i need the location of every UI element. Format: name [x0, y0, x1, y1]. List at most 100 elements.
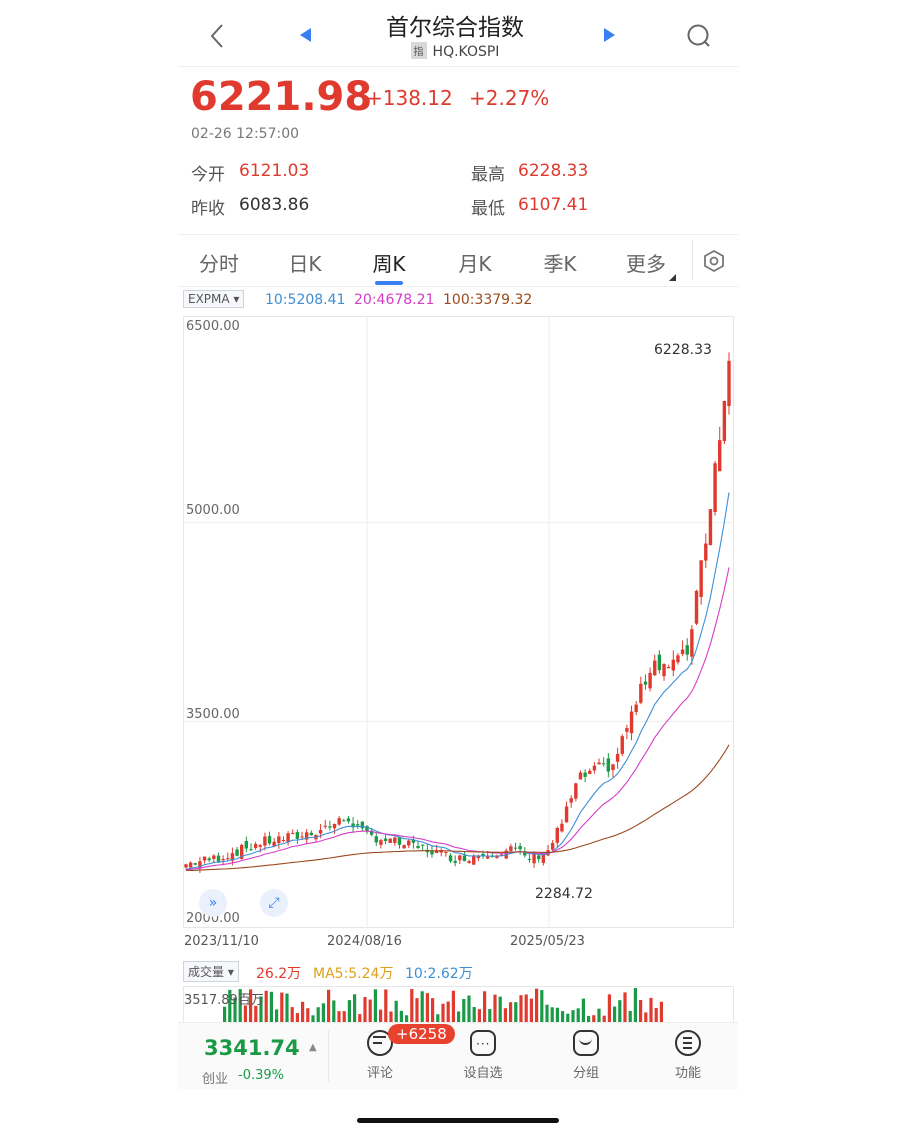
candle-body-36: [351, 823, 355, 828]
candle-body-2: [193, 863, 197, 865]
candle-body-112: [704, 543, 708, 561]
candle-body-65: [485, 856, 490, 859]
tab-quarterly-k[interactable]: 季K: [543, 252, 577, 276]
tab-more[interactable]: 更多: [626, 252, 666, 276]
candle-body-56: [444, 851, 448, 853]
volume-bar-78: [628, 1010, 632, 1022]
volume-indicator-select[interactable]: 成交量 ▾: [183, 961, 239, 982]
high-value: 6228.33: [518, 161, 589, 181]
candle-body-47: [402, 845, 406, 849]
volume-bar-61: [540, 990, 544, 1022]
current-price: 6221.98: [190, 74, 373, 120]
functions-label: 功能: [674, 1066, 701, 1081]
functions-button[interactable]: 功能: [658, 1030, 718, 1081]
indicator-select[interactable]: EXPMA ▾: [183, 290, 245, 308]
volume-ma5: MA5:5.24万: [313, 966, 394, 982]
expand-icon[interactable]: »: [199, 889, 227, 917]
volume-bar-27: [363, 996, 367, 1022]
bottom-nav: [178, 1022, 738, 1089]
reset-zoom-icon[interactable]: ⤢: [260, 889, 288, 917]
settings-icon[interactable]: [702, 249, 726, 277]
menu-list-icon: [675, 1030, 701, 1056]
candle-body-84: [574, 783, 578, 799]
volume-bar-20: [327, 989, 331, 1022]
more-dots-icon: ···: [470, 1030, 496, 1056]
candle-body-39: [365, 826, 369, 832]
candle-body-62: [472, 855, 476, 865]
candle-body-24: [295, 832, 300, 839]
candle-body-30: [323, 825, 327, 827]
candle-body-44: [388, 838, 392, 843]
x-label-1: 2023/11/10: [184, 934, 259, 949]
volume-bar-41: [436, 1014, 440, 1022]
next-stock-icon[interactable]: [602, 27, 616, 47]
back-icon[interactable]: [206, 22, 228, 50]
volume-bar-81: [644, 1012, 648, 1022]
candle-body-72: [518, 846, 522, 850]
candle-body-107: [680, 649, 685, 655]
volume-bar-37: [415, 998, 419, 1022]
volume-bar-83: [654, 1007, 658, 1022]
tab-daily-k[interactable]: 日K: [288, 252, 322, 276]
candle-body-92: [611, 764, 615, 771]
candle-body-82: [564, 806, 569, 823]
volume-bar-17: [311, 1015, 315, 1022]
volume-bar-72: [597, 1008, 601, 1022]
volume-bar-56: [514, 1002, 518, 1022]
volume-bar-29: [373, 989, 377, 1022]
volume-bar-42: [441, 1003, 445, 1022]
volume-name: 成交量: [188, 965, 225, 979]
add-watchlist-button[interactable]: ··· 设自选: [453, 1030, 513, 1081]
tab-weekly-k[interactable]: 周K: [372, 252, 406, 276]
candle-body-45: [393, 837, 397, 843]
previous-stock-icon[interactable]: [299, 27, 313, 47]
y-label-3500: 3500.00: [186, 707, 240, 722]
candle-body-58: [453, 860, 457, 863]
nav-divider: [328, 1030, 329, 1082]
volume-bar-79: [633, 988, 637, 1022]
chart-frame: [183, 316, 734, 928]
volume-y-label: 3517.89百万: [184, 993, 264, 1008]
candle-body-26: [304, 832, 309, 840]
candle-body-113: [708, 509, 713, 546]
volume-bar-84: [659, 1001, 663, 1022]
candle-body-64: [481, 853, 485, 856]
volume-bar-74: [607, 994, 611, 1022]
candle-body-100: [648, 672, 652, 689]
price-change-percent: +2.27%: [469, 86, 550, 110]
volume-frame: [183, 986, 734, 1022]
dropdown-triangle-icon: [669, 266, 676, 285]
x-label-2: 2024/08/16: [327, 934, 402, 949]
volume-bar-15: [301, 1001, 305, 1022]
candle-body-8: [221, 858, 225, 861]
candle-body-41: [374, 836, 378, 843]
volume-bar-54: [503, 1008, 507, 1022]
volume-bar-45: [457, 1011, 461, 1022]
candle-body-117: [727, 360, 731, 407]
candle-body-71: [513, 847, 518, 849]
index-ticker-value[interactable]: 3341.74: [204, 1036, 300, 1060]
candle-body-88: [592, 765, 597, 771]
candle-body-81: [560, 823, 564, 832]
candle-body-40: [369, 830, 374, 835]
volume-bar-67: [571, 1010, 575, 1022]
volume-bar-63: [550, 1007, 554, 1022]
open-value: 6121.03: [239, 161, 310, 181]
ticker-expand-icon[interactable]: ▲: [309, 1042, 317, 1053]
candle-body-79: [550, 842, 555, 850]
candle-body-60: [462, 855, 467, 862]
candle-body-90: [601, 763, 606, 765]
volume-bar-28: [368, 999, 372, 1022]
ema10-value: 10:5208.41: [265, 292, 346, 308]
search-icon[interactable]: [686, 23, 712, 53]
comment-button[interactable]: 评论: [350, 1030, 410, 1081]
volume-bar-82: [649, 997, 653, 1022]
candlestick-chart[interactable]: [183, 316, 734, 928]
group-button[interactable]: 分组: [556, 1030, 616, 1081]
candle-body-86: [583, 772, 587, 777]
candle-body-33: [337, 818, 341, 825]
candle-body-4: [202, 856, 207, 861]
tab-monthly-k[interactable]: 月K: [458, 252, 492, 276]
tab-intraday[interactable]: 分时: [199, 252, 239, 276]
open-label: 今开: [191, 165, 225, 185]
